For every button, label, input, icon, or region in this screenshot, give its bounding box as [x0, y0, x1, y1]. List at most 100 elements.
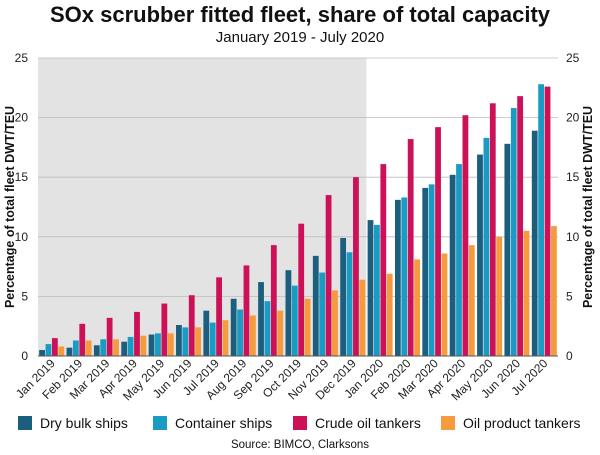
- bar: [332, 290, 338, 356]
- bar: [45, 344, 52, 356]
- bar: [155, 333, 161, 356]
- bar: [531, 130, 538, 356]
- legend-item: Dry bulk ships: [18, 413, 128, 433]
- bar: [504, 143, 511, 356]
- legend-swatch: [293, 416, 307, 430]
- bar: [134, 311, 140, 356]
- y-tick-label-right: 5: [566, 289, 573, 303]
- bar: [422, 187, 429, 356]
- bar: [298, 223, 305, 356]
- bar: [517, 96, 524, 356]
- bar: [264, 301, 271, 356]
- y-tick-label-right: 15: [566, 170, 580, 184]
- bar: [462, 115, 469, 356]
- y-axis-right-title: Percentage of total fleet DWT/TEU: [581, 106, 595, 308]
- y-axis-left-ticks: 0 5 10 15 20 25: [15, 51, 29, 363]
- legend-item: Crude oil tankers: [293, 413, 421, 433]
- legend: Dry bulk ships Container ships Crude oil t…: [18, 413, 598, 435]
- bar: [380, 164, 387, 356]
- bar: [277, 310, 284, 356]
- bar: [435, 127, 441, 356]
- bar: [340, 237, 347, 356]
- y-axis-left-title: Percentage of total fleet DWT/TEU: [3, 106, 17, 308]
- legend-swatch: [153, 416, 167, 430]
- bar: [121, 341, 128, 356]
- bar: [182, 327, 189, 356]
- bar: [312, 255, 319, 356]
- bar: [407, 139, 414, 356]
- bar: [291, 285, 298, 356]
- y-tick-label-left: 0: [21, 349, 28, 363]
- bar: [441, 253, 448, 356]
- bar: [39, 350, 45, 356]
- y-tick-label-right: 10: [566, 230, 580, 244]
- bar: [161, 303, 168, 356]
- bar: [359, 279, 366, 356]
- bar: [203, 310, 210, 356]
- bar: [66, 347, 73, 356]
- bar: [285, 270, 292, 356]
- bar: [538, 84, 545, 356]
- bar: [346, 252, 353, 356]
- bar: [167, 333, 174, 356]
- bar: [188, 295, 195, 356]
- bar: [243, 265, 250, 356]
- y-tick-label-left: 20: [15, 111, 29, 125]
- y-tick-label-right: 25: [566, 51, 580, 65]
- y-tick-label-left: 5: [21, 289, 28, 303]
- legend-item: Container ships: [153, 413, 272, 433]
- y-tick-label-right: 0: [566, 349, 573, 363]
- source-note: Source: BIMCO, Clarksons: [230, 439, 370, 451]
- bar: [127, 336, 134, 356]
- bar: [148, 334, 155, 356]
- bar: [72, 340, 79, 356]
- legend-label: Oil product tankers: [463, 415, 581, 431]
- bar: [325, 195, 332, 356]
- bar: [367, 220, 374, 356]
- bar: [51, 338, 58, 356]
- chart-subtitle: January 2019 - July 2020: [215, 29, 385, 46]
- legend-swatch: [441, 416, 455, 430]
- legend-swatch: [18, 416, 32, 430]
- bar: [230, 298, 237, 356]
- legend-label: Container ships: [175, 415, 273, 431]
- bar: [414, 259, 420, 356]
- bar: [209, 322, 216, 356]
- bar: [58, 346, 65, 356]
- bar: [374, 224, 380, 356]
- bar: [237, 309, 243, 356]
- bar: [483, 137, 490, 356]
- bar: [85, 340, 92, 356]
- y-tick-label-right: 20: [566, 111, 580, 125]
- bar: [477, 154, 483, 356]
- bar: [386, 273, 393, 356]
- bar: [270, 245, 277, 356]
- bar: [258, 282, 264, 356]
- bar: [401, 197, 408, 356]
- y-tick-label-left: 25: [15, 51, 29, 65]
- shaded-region-2019: [38, 58, 367, 356]
- bar: [489, 103, 496, 356]
- legend-label: Dry bulk ships: [40, 415, 128, 431]
- bar: [195, 327, 202, 356]
- bar: [140, 335, 147, 356]
- bar: [496, 236, 503, 356]
- bar: [544, 86, 551, 357]
- bar: [304, 298, 311, 356]
- bar: [510, 108, 517, 356]
- bar: [449, 174, 456, 356]
- bar: [106, 317, 113, 356]
- bar: [222, 320, 229, 356]
- bar: [319, 272, 326, 356]
- bar: [456, 164, 462, 356]
- chart-title: SOx scrubber fitted fleet, share of tota…: [49, 2, 551, 27]
- y-tick-label-left: 10: [15, 230, 29, 244]
- bar: [551, 226, 557, 356]
- bar: [100, 339, 107, 356]
- bar: [113, 339, 119, 356]
- bar: [353, 177, 359, 356]
- bar: [176, 325, 182, 356]
- bars: [39, 84, 557, 357]
- bar: [394, 199, 401, 356]
